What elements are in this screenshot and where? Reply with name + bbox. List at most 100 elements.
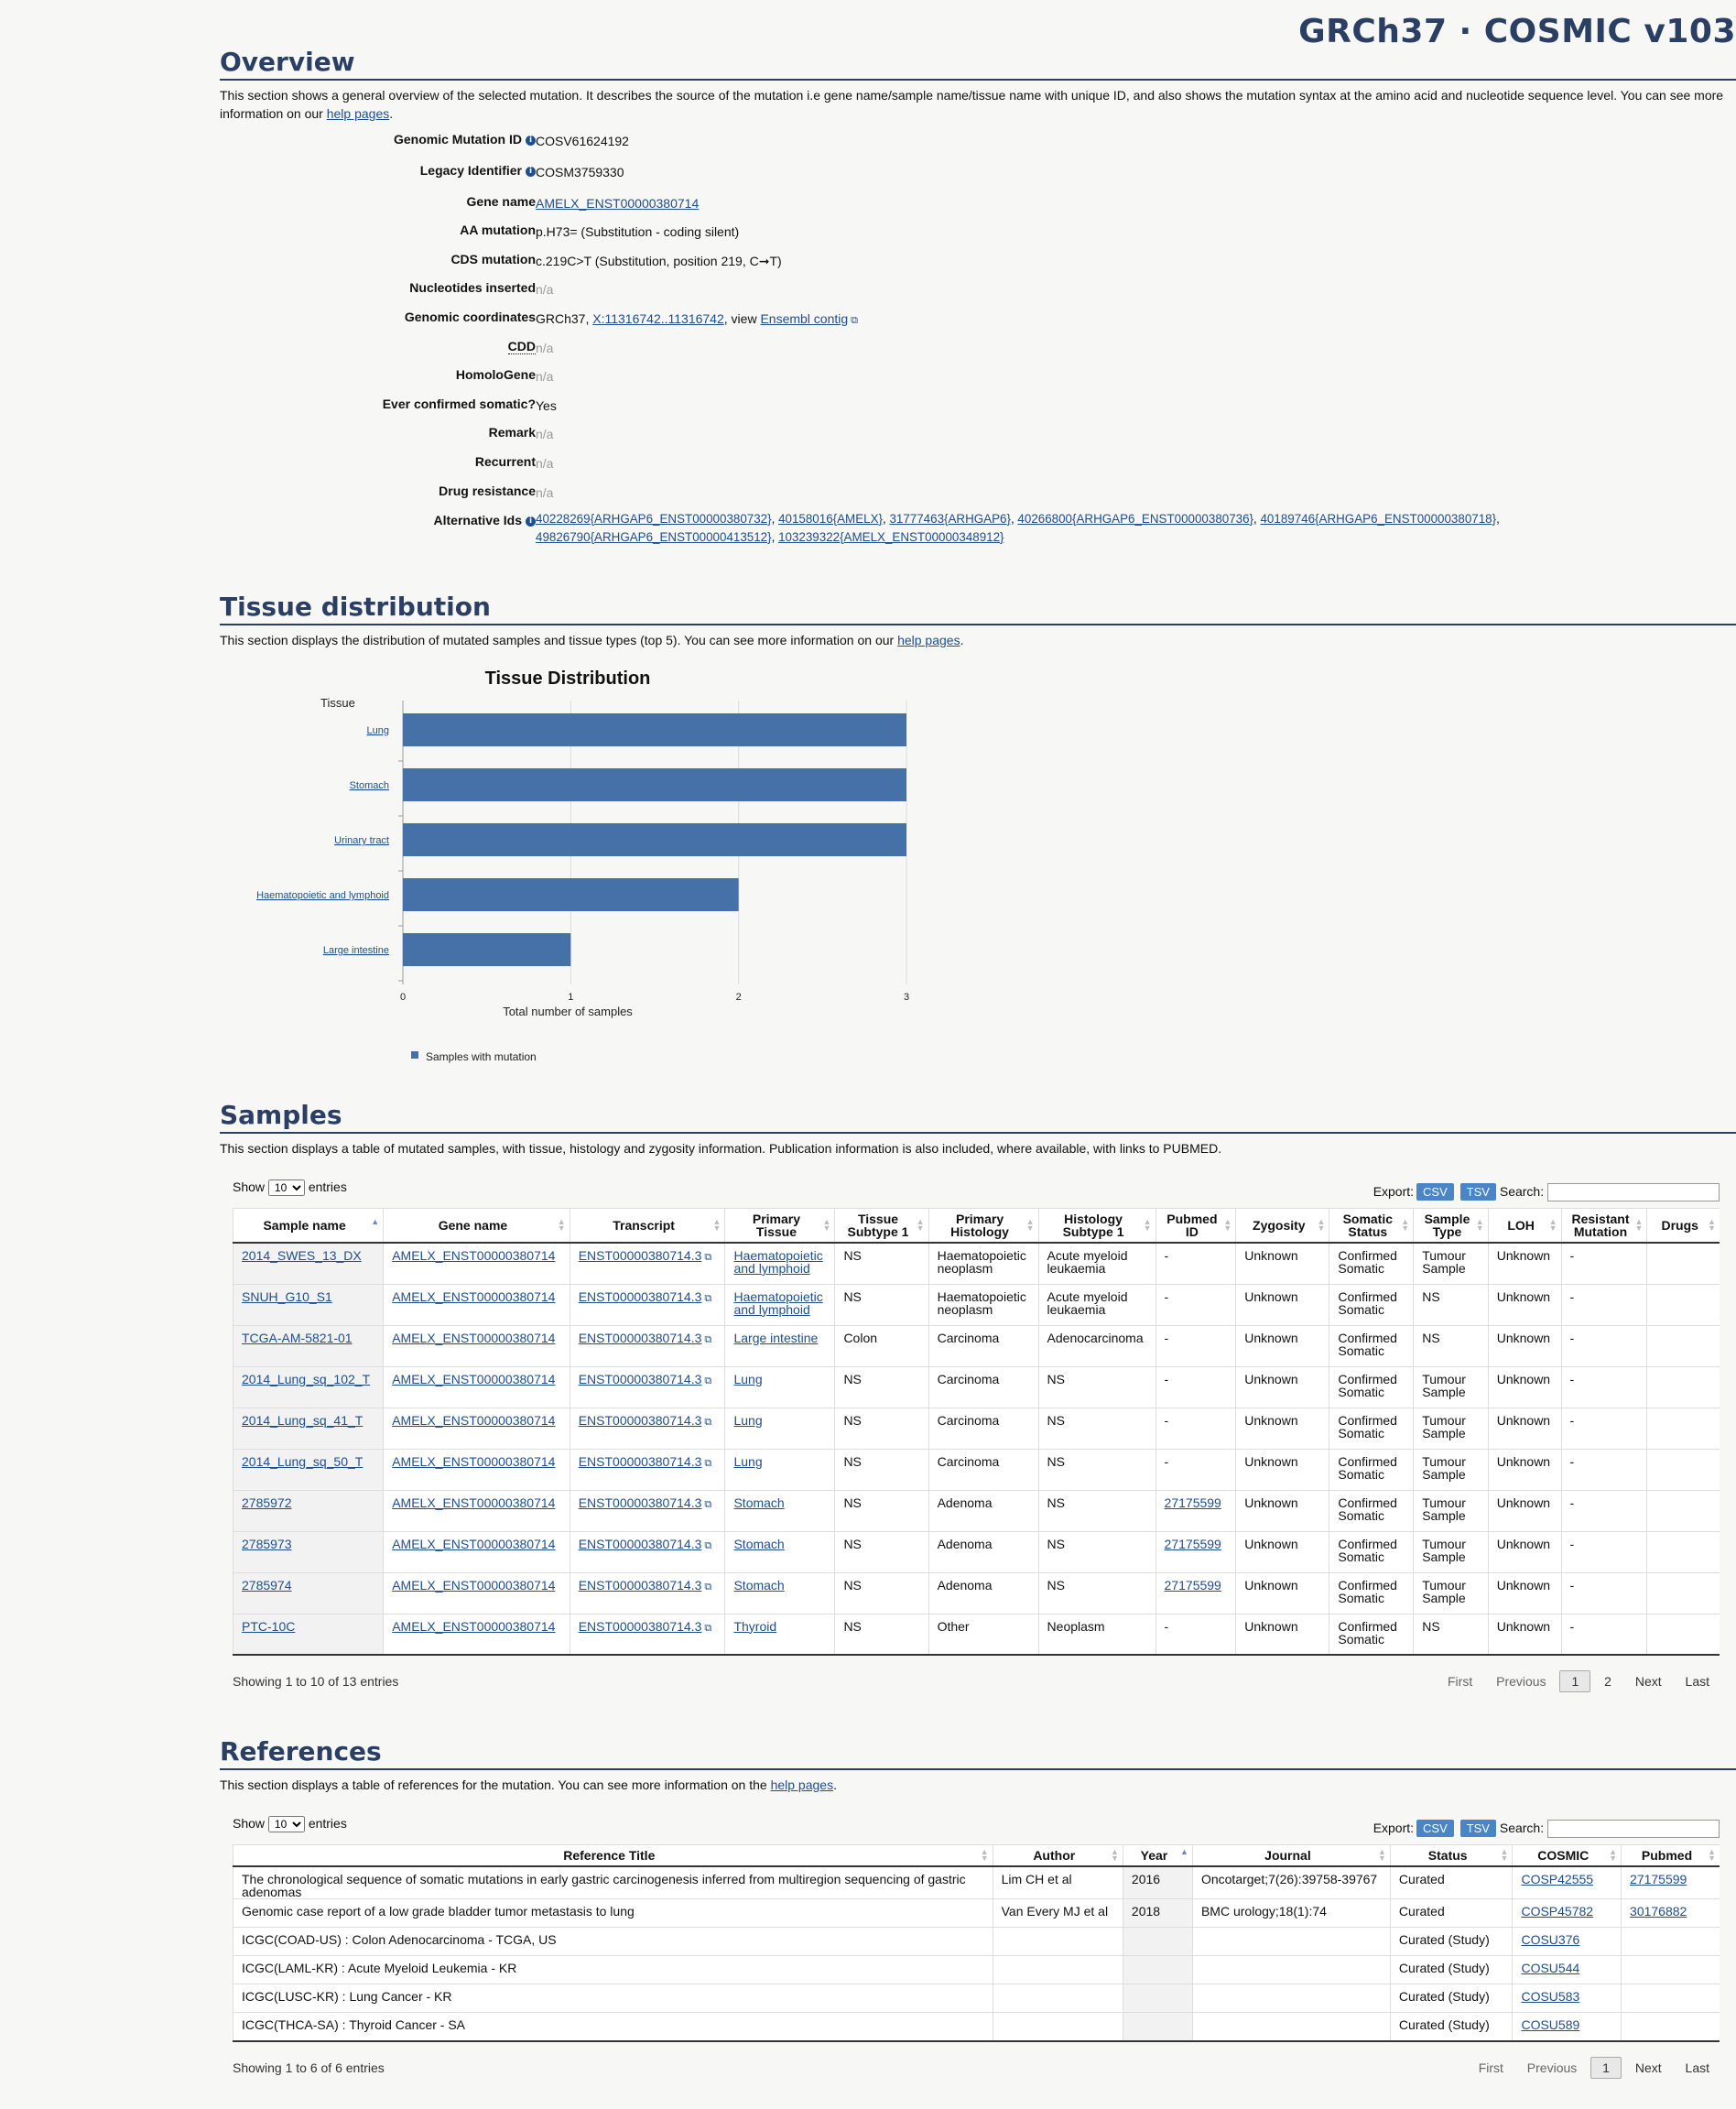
gene-name-link[interactable]: AMELX_ENST00000380714 <box>536 196 700 211</box>
pager-first[interactable]: First <box>1478 2060 1503 2075</box>
info-icon[interactable]: i <box>526 516 536 527</box>
cell-link[interactable]: 2785973 <box>242 1536 292 1551</box>
cell-link[interactable]: 2014_Lung_sq_50_T <box>242 1453 363 1469</box>
pager-previous[interactable]: Previous <box>1496 1674 1546 1689</box>
cell-link[interactable]: 27175599 <box>1164 1536 1221 1551</box>
cell-link[interactable]: AMELX_ENST00000380714 <box>392 1453 556 1469</box>
chart-category-label[interactable]: Urinary tract <box>334 835 389 846</box>
references-col-reference-title[interactable]: Reference Title ▲ ▼ <box>233 1844 993 1867</box>
cell-link[interactable]: ENST00000380714.3 <box>578 1412 702 1428</box>
cell-link[interactable]: 2014_SWES_13_DX <box>242 1248 362 1263</box>
samples-col-transcript[interactable]: Transcript ▲ ▼ <box>569 1208 725 1244</box>
alternative-id-link[interactable]: 49826790{ARHGAP6_ENST00000413512} <box>536 530 772 544</box>
pager-next[interactable]: Next <box>1634 1674 1662 1689</box>
alternative-id-link[interactable]: 103239322{AMELX_ENST00000348912} <box>778 530 1004 544</box>
cell-link[interactable]: 27175599 <box>1164 1577 1221 1593</box>
info-icon[interactable]: i <box>526 136 536 146</box>
references-col-status[interactable]: Status ▲ ▼ <box>1389 1844 1513 1867</box>
pager-page-2[interactable]: 2 <box>1604 1674 1611 1689</box>
samples-col-loh[interactable]: LOH ▲ ▼ <box>1487 1208 1562 1244</box>
cell-link[interactable]: ENST00000380714.3 <box>578 1577 702 1593</box>
samples-col-zygosity[interactable]: Zygosity ▲ ▼ <box>1235 1208 1329 1244</box>
cell-link[interactable]: Large intestine <box>733 1330 819 1345</box>
pager-first[interactable]: First <box>1448 1674 1473 1689</box>
cell-link[interactable]: ENST00000380714.3 <box>578 1330 702 1345</box>
pager-last[interactable]: Last <box>1685 2060 1709 2075</box>
cell-link[interactable]: COSU589 <box>1521 2017 1580 2032</box>
cell-link[interactable]: Thyroid <box>733 1618 777 1634</box>
references-col-journal[interactable]: Journal ▲ ▼ <box>1191 1844 1391 1867</box>
cell-link[interactable]: AMELX_ENST00000380714 <box>392 1495 556 1510</box>
tissue-help-link[interactable]: help pages <box>897 633 960 647</box>
samples-col-tissue-subtype-1[interactable]: Tissue Subtype 1 ▲ ▼ <box>834 1208 929 1244</box>
pager-next[interactable]: Next <box>1634 2060 1662 2075</box>
cell-link[interactable]: Stomach <box>733 1536 785 1551</box>
references-col-year[interactable]: Year ▲ <box>1122 1844 1193 1867</box>
cell-link[interactable]: Lung <box>733 1412 763 1428</box>
alternative-id-link[interactable]: 40158016{AMELX} <box>778 512 883 526</box>
chart-bar-urinary-tract[interactable] <box>403 823 906 856</box>
references-entries-select[interactable]: 10 <box>267 1816 305 1832</box>
cell-link[interactable]: 2014_Lung_sq_41_T <box>242 1412 363 1428</box>
samples-col-pubmed-id[interactable]: Pubmed ID ▲ ▼ <box>1155 1208 1236 1244</box>
cell-link[interactable]: SNUH_G10_S1 <box>242 1288 332 1304</box>
cell-link[interactable]: Haematopoietic and lymphoid <box>733 1288 823 1317</box>
cell-link[interactable]: ENST00000380714.3 <box>578 1618 702 1634</box>
cell-link[interactable]: AMELX_ENST00000380714 <box>392 1577 556 1593</box>
references-search-input[interactable] <box>1547 1820 1720 1839</box>
ensembl-contig-link[interactable]: Ensembl contig <box>760 311 849 326</box>
alternative-id-link[interactable]: 40228269{ARHGAP6_ENST00000380732} <box>536 512 772 526</box>
cell-link[interactable]: Lung <box>733 1453 763 1469</box>
references-col-pubmed[interactable]: Pubmed ▲ ▼ <box>1621 1844 1720 1867</box>
samples-col-histology-subtype-1[interactable]: Histology Subtype 1 ▲ ▼ <box>1037 1208 1156 1244</box>
references-tsv-button[interactable]: TSV <box>1459 1820 1496 1837</box>
cell-link[interactable]: AMELX_ENST00000380714 <box>392 1330 556 1345</box>
cell-link[interactable]: AMELX_ENST00000380714 <box>392 1248 556 1263</box>
cell-link[interactable]: ENST00000380714.3 <box>578 1248 702 1263</box>
chart-category-label[interactable]: Lung <box>367 725 389 736</box>
chart-bar-lung[interactable] <box>403 713 906 746</box>
cell-link[interactable]: AMELX_ENST00000380714 <box>392 1536 556 1551</box>
genomic-coordinates-link[interactable]: X:11316742..11316742 <box>592 311 724 326</box>
chart-category-label[interactable]: Stomach <box>350 780 389 791</box>
chart-category-label[interactable]: Haematopoietic and lymphoid <box>256 890 389 901</box>
cell-link[interactable]: PTC-10C <box>242 1618 296 1634</box>
references-help-link[interactable]: help pages <box>770 1777 834 1792</box>
cell-link[interactable]: 2014_Lung_sq_102_T <box>242 1371 371 1386</box>
cell-link[interactable]: ENST00000380714.3 <box>578 1453 702 1469</box>
samples-tsv-button[interactable]: TSV <box>1459 1183 1496 1201</box>
samples-col-primary-tissue[interactable]: Primary Tissue ▲ ▼ <box>724 1208 835 1244</box>
samples-col-drugs[interactable]: Drugs ▲ ▼ <box>1646 1208 1720 1244</box>
chart-category-label[interactable]: Large intestine <box>323 945 389 956</box>
samples-col-primary-histology[interactable]: Primary Histology ▲ ▼ <box>928 1208 1039 1244</box>
cell-link[interactable]: TCGA-AM-5821-01 <box>242 1330 353 1345</box>
samples-col-sample-name[interactable]: Sample name ▲ <box>232 1208 384 1244</box>
cell-link[interactable]: ENST00000380714.3 <box>578 1495 702 1510</box>
cell-link[interactable]: 27175599 <box>1630 1872 1687 1886</box>
cell-link[interactable]: ENST00000380714.3 <box>578 1288 702 1304</box>
pager-page-1[interactable]: 1 <box>1590 2057 1622 2079</box>
samples-col-somatic-status[interactable]: Somatic Status ▲ ▼ <box>1329 1208 1414 1244</box>
pager-page-1[interactable]: 1 <box>1559 1670 1591 1692</box>
cell-link[interactable]: Haematopoietic and lymphoid <box>733 1248 823 1276</box>
cell-link[interactable]: 2785974 <box>242 1577 292 1593</box>
chart-bar-stomach[interactable] <box>403 768 906 801</box>
cell-link[interactable]: COSU583 <box>1521 1989 1580 2004</box>
cell-link[interactable]: AMELX_ENST00000380714 <box>392 1371 556 1386</box>
cell-link[interactable]: 30176882 <box>1630 1904 1687 1919</box>
cell-link[interactable]: AMELX_ENST00000380714 <box>392 1618 556 1634</box>
references-col-cosmic[interactable]: COSMIC ▲ ▼ <box>1512 1844 1622 1867</box>
pager-last[interactable]: Last <box>1685 1674 1709 1689</box>
cell-link[interactable]: 27175599 <box>1164 1495 1221 1510</box>
cell-link[interactable]: Lung <box>733 1371 763 1386</box>
samples-search-input[interactable] <box>1547 1183 1720 1202</box>
cell-link[interactable]: AMELX_ENST00000380714 <box>392 1412 556 1428</box>
cell-link[interactable]: COSP42555 <box>1521 1872 1594 1886</box>
info-icon[interactable]: i <box>526 167 536 177</box>
cell-link[interactable]: COSU376 <box>1521 1932 1580 1947</box>
alternative-id-link[interactable]: 31777463{ARHGAP6} <box>889 512 1011 526</box>
samples-col-gene-name[interactable]: Gene name ▲ ▼ <box>383 1208 570 1244</box>
alternative-id-link[interactable]: 40266800{ARHGAP6_ENST00000380736} <box>1017 512 1254 526</box>
cell-link[interactable]: COSU544 <box>1521 1961 1580 1975</box>
cell-link[interactable]: Stomach <box>733 1577 785 1593</box>
